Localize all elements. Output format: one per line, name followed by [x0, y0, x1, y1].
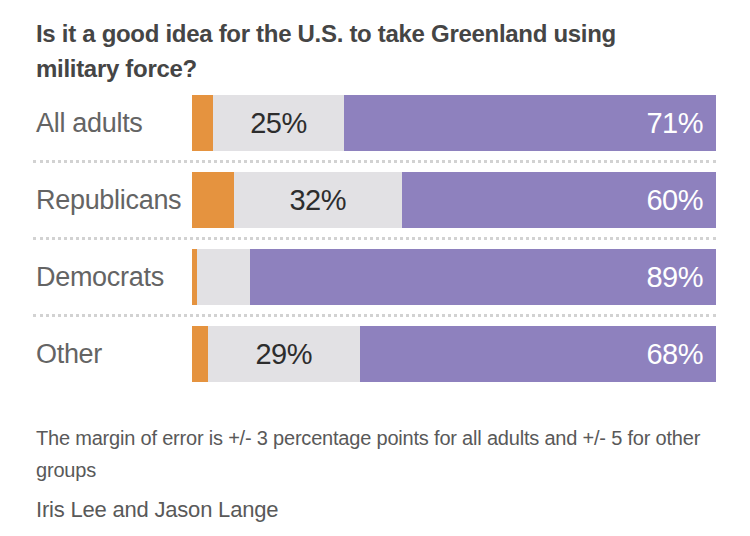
byline: Iris Lee and Jason Lange [36, 497, 716, 523]
bar-row-democrats: Democrats 89% [36, 249, 716, 305]
bar-segment-gray: 32% [234, 172, 402, 228]
category-label: Republicans [36, 185, 192, 216]
bar-row-republicans: Republicans 32% 60% [36, 172, 716, 228]
dotted-separator [33, 314, 716, 317]
bar-row-all-adults: All adults 25% 71% [36, 95, 716, 151]
purple-percent-label: 68% [646, 338, 716, 371]
category-label: Other [36, 339, 192, 370]
bar-segment-gray: 29% [208, 326, 360, 382]
margin-of-error-note: The margin of error is +/- 3 percentage … [36, 422, 708, 486]
gray-percent-label: 25% [250, 107, 307, 140]
bar-segment-orange [192, 172, 234, 228]
category-label: Democrats [36, 262, 192, 293]
stacked-bar: 29% 68% [192, 326, 716, 382]
bar-rows: All adults 25% 71% Republicans 32% [36, 95, 716, 382]
bar-segment-purple: 71% [344, 95, 716, 151]
gray-percent-label: 29% [255, 338, 312, 371]
chart-title: Is it a good idea for the U.S. to take G… [36, 16, 701, 86]
stacked-bar: 89% [192, 249, 716, 305]
bar-row-other: Other 29% 68% [36, 326, 716, 382]
dotted-separator [33, 237, 716, 240]
bar-segment-purple: 60% [402, 172, 716, 228]
bar-segment-orange [192, 326, 208, 382]
bar-segment-purple: 68% [360, 326, 716, 382]
bar-segment-gray: 25% [213, 95, 344, 151]
poll-chart: Is it a good idea for the U.S. to take G… [0, 0, 750, 523]
purple-percent-label: 89% [646, 261, 716, 294]
chart-title-line1: Is it a good idea for the U.S. to take G… [36, 20, 616, 47]
purple-percent-label: 71% [646, 107, 716, 140]
gray-percent-label: 32% [289, 184, 346, 217]
bar-segment-gray [197, 249, 249, 305]
stacked-bar: 25% 71% [192, 95, 716, 151]
chart-title-line2: military force? [36, 55, 197, 82]
purple-percent-label: 60% [646, 184, 716, 217]
dotted-separator [33, 160, 716, 163]
bar-segment-purple: 89% [250, 249, 716, 305]
bar-segment-orange [192, 95, 213, 151]
category-label: All adults [36, 108, 192, 139]
stacked-bar: 32% 60% [192, 172, 716, 228]
